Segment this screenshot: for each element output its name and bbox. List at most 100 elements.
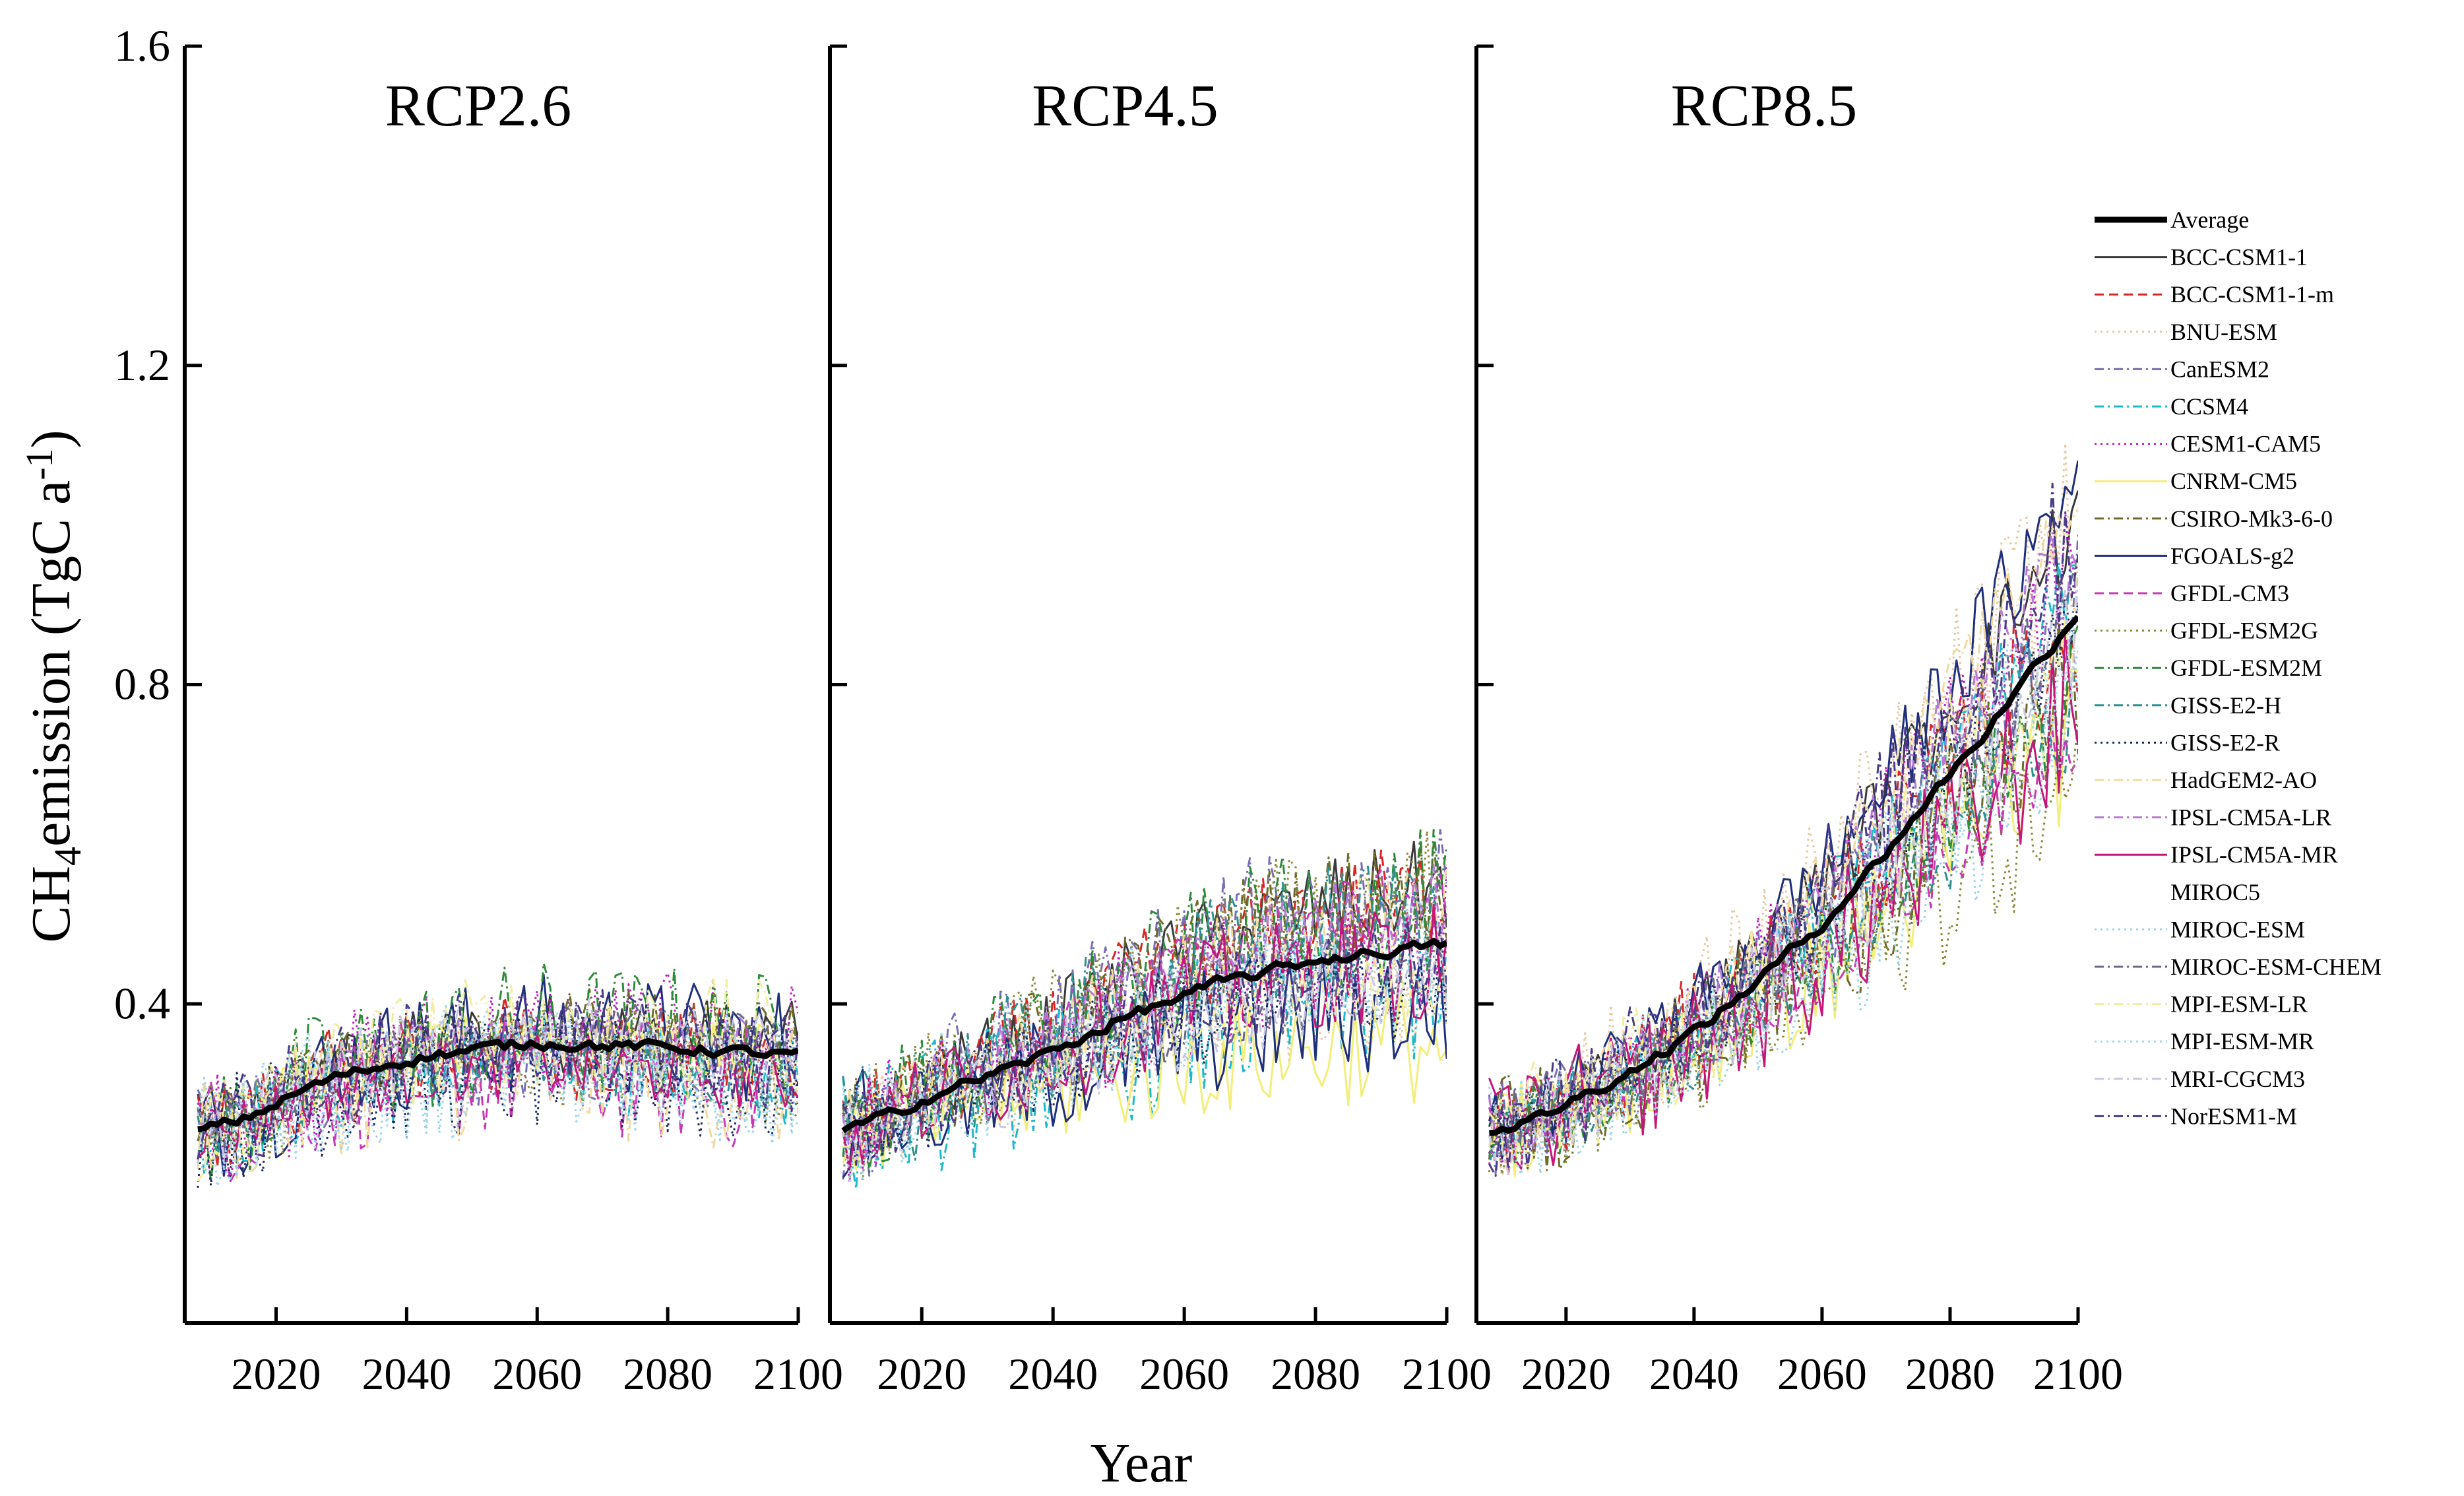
x-tick-label: 2040 [1649,1349,1739,1399]
legend-item: CSIRO-Mk3-6-0 [2095,505,2333,532]
x-tick-label: 2060 [1777,1349,1867,1399]
y-axis-title-part: CH [20,866,82,943]
series-line [842,924,1447,1163]
x-tick-label: 2060 [1139,1349,1229,1399]
y-axis-title-part: ) [20,430,82,448]
x-tick-label: 2040 [1008,1349,1098,1399]
panels: 0.4 0.8 1.2 1.6 2020 2040 2060 2080 2100 RCP2.6 20… [114,20,2123,1399]
y-tick-label: 0.4 [114,978,170,1028]
y-axis-title-text: CH4emission (TgC a-1) [18,430,89,942]
series-line [1488,460,2078,1160]
x-tick-label: 2020 [877,1349,966,1399]
legend-item: GFDL-CM3 [2095,580,2289,606]
x-tick-label: 2080 [1905,1349,1995,1399]
average-line [1489,614,2078,1136]
series-line [197,1004,798,1188]
legend-label: IPSL-CM5A-MR [2170,841,2338,868]
legend-item: GISS-E2-H [2095,692,2281,719]
series-line [197,989,798,1160]
series-line [842,937,1447,1146]
average-line [197,1037,798,1132]
y-axis-title-part: 4 [46,847,89,866]
series-line [842,839,1447,1140]
legend-label: IPSL-CM5A-LR [2170,804,2331,831]
legend-item: GFDL-ESM2G [2095,618,2318,644]
panel-1: 0.4 0.8 1.2 1.6 2020 2040 2060 2080 2100 RCP2.6 [114,20,843,1399]
legend-item: MPI-ESM-LR [2095,991,2308,1018]
series-line [842,869,1447,1144]
legend-item: MIROC5 [2095,879,2260,905]
legend-label: GFDL-ESM2M [2170,655,2322,681]
legend-label: Average [2170,207,2249,233]
model-series [842,829,1447,1190]
legend-label: CESM1-CAM5 [2170,431,2321,457]
x-tick-label: 2100 [1402,1349,1492,1399]
series-line [197,997,798,1161]
legend-label: FGOALS-g2 [2170,542,2294,569]
legend-item: GISS-E2-R [2095,729,2280,756]
x-tick-label: 2100 [2033,1349,2123,1399]
legend-item: MRI-CGCM3 [2095,1066,2305,1092]
series-line [1488,482,2078,1177]
legend-label: MIROC-ESM [2170,916,2305,942]
legend-label: GFDL-CM3 [2170,580,2289,606]
legend-label: CNRM-CM5 [2170,468,2297,494]
series-line [842,948,1447,1179]
legend-label: MPI-ESM-MR [2170,1028,2314,1055]
series-line [197,1011,798,1177]
legend-label: BCC-CSM1-1 [2170,244,2308,271]
legend-item: BCC-CSM1-1 [2095,244,2308,271]
y-axis-title-part: -1 [18,448,61,480]
x-tick-label: 2100 [753,1349,843,1399]
y-axis-title: CH4emission (TgC a-1) [18,430,89,942]
legend-label: HadGEM2-AO [2170,767,2317,793]
legend-label: GFDL-ESM2G [2170,618,2318,644]
series-line [1488,571,2078,1175]
series-line [842,903,1447,1169]
series-line [1488,508,2078,1148]
model-series [1488,442,2078,1177]
legend-item: FGOALS-g2 [2095,542,2294,569]
legend-label: MPI-ESM-LR [2170,991,2308,1018]
y-tick-label: 1.2 [114,340,170,390]
series-line [842,955,1447,1150]
legend-item: GFDL-ESM2M [2095,655,2322,681]
legend-item: MPI-ESM-MR [2095,1028,2314,1055]
legend-item: MIROC-ESM [2095,916,2305,942]
series-line [1488,531,2078,1153]
series-line [197,1027,798,1157]
series-line [842,829,1447,1180]
series-line [1488,535,2078,1175]
average-line [841,938,1447,1134]
y-tick-label: 0.8 [114,659,170,709]
legend-label: MRI-CGCM3 [2170,1066,2305,1092]
series-line [842,899,1447,1183]
panel-title: RCP2.6 [385,73,572,139]
series-line [842,921,1447,1166]
x-tick-label: 2020 [1521,1349,1611,1399]
series-line [197,976,798,1182]
series-line [1488,562,2078,1157]
legend-item: CNRM-CM5 [2095,468,2297,494]
legend-item: IPSL-CM5A-MR [2095,841,2338,868]
y-tick-label: 1.6 [114,20,170,71]
legend-item: MIROC-ESM-CHEM [2095,954,2382,980]
legend-label: BNU-ESM [2170,319,2277,345]
series-line [1488,649,2078,1176]
series-line [1488,676,2078,1160]
legend-label: MIROC5 [2170,879,2260,905]
panel-title: RCP8.5 [1671,73,1858,139]
legend-item: NorESM1-M [2095,1103,2297,1129]
y-axis-title-part: emission (TgC a [20,480,82,847]
series-line [1488,442,2078,1177]
legend-label: MIROC-ESM-CHEM [2170,954,2382,980]
legend-item: BCC-CSM1-1-m [2095,281,2334,308]
x-tick-label: 2020 [232,1349,321,1399]
x-tick-label: 2040 [362,1349,451,1399]
x-tick-label: 2060 [492,1349,582,1399]
legend-item: CCSM4 [2095,393,2248,420]
legend-label: CSIRO-Mk3-6-0 [2170,505,2333,532]
x-axis-title: Year [1090,1433,1193,1494]
series-line [842,923,1447,1190]
